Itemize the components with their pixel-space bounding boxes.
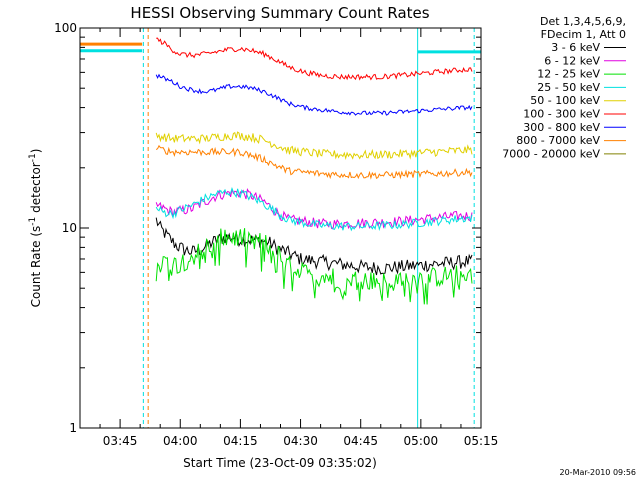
y-tick-label-2: 100 [54,21,77,35]
legend-entry-4: 50 - 100 keV [530,94,600,107]
legend-entry-1: 6 - 12 keV [544,54,600,67]
x-tick-label-1: 04:00 [163,434,198,448]
axes-layer: 1 10 100 03:45 04:00 04:15 04:30 04:45 05:00 05:1… [54,21,498,448]
y-axis-label-tail: detector [29,162,43,217]
y-axis-label-main: Count Rate (s [29,226,43,308]
y-tick-label-0: 1 [69,421,77,435]
series-line-7 [155,144,473,180]
legend-entry-6: 300 - 800 keV [523,121,600,134]
x-tick-label-3: 04:30 [283,434,318,448]
plot-date-footer: 20-Mar-2010 09:56 [560,468,637,477]
x-tick-label-4: 04:45 [343,434,378,448]
x-axis-label: Start Time (23-Oct-09 03:35:02) [183,456,377,470]
series-line-6 [155,73,473,116]
series-line-1 [155,187,473,230]
series-line-3 [155,187,473,232]
y-axis-label-end: ) [29,149,43,154]
legend-entry-5: 100 - 300 keV [523,108,600,121]
legend-entry-7: 800 - 7000 keV [516,134,600,147]
plot-frame [79,27,482,429]
y-axis-label-sup2: -1 [28,153,38,162]
x-tick-label-6: 05:15 [464,434,499,448]
observing-mode-lines [79,28,481,428]
legend-entry-0: 3 - 6 keV [551,41,600,54]
y-tick-label-1: 10 [62,221,77,235]
series-layer [155,37,473,305]
y-axis-label: Count Rate (s-1 detector-1) [28,149,43,308]
legend-entry-2: 12 - 25 keV [537,68,600,81]
legend-header-0: Det 1,3,4,5,6,9, [540,15,626,28]
x-tick-label-2: 04:15 [223,434,258,448]
legend-entry-8: 7000 - 20000 keV [502,147,600,160]
legend: Det 1,3,4,5,6,9,FDecim 1, Att 03 - 6 keV… [502,15,626,160]
x-tick-label-0: 03:45 [103,434,138,448]
series-line-0 [155,217,473,276]
series-line-4 [155,131,473,160]
series-line-5 [156,37,473,81]
chart-title: HESSI Observing Summary Count Rates [130,4,429,22]
y-axis-label-sup: -1 [28,217,38,226]
legend-header-1: FDecim 1, Att 0 [541,28,626,41]
x-tick-label-5: 05:00 [404,434,439,448]
series-line-2 [155,228,473,305]
legend-entry-3: 25 - 50 keV [537,81,600,94]
